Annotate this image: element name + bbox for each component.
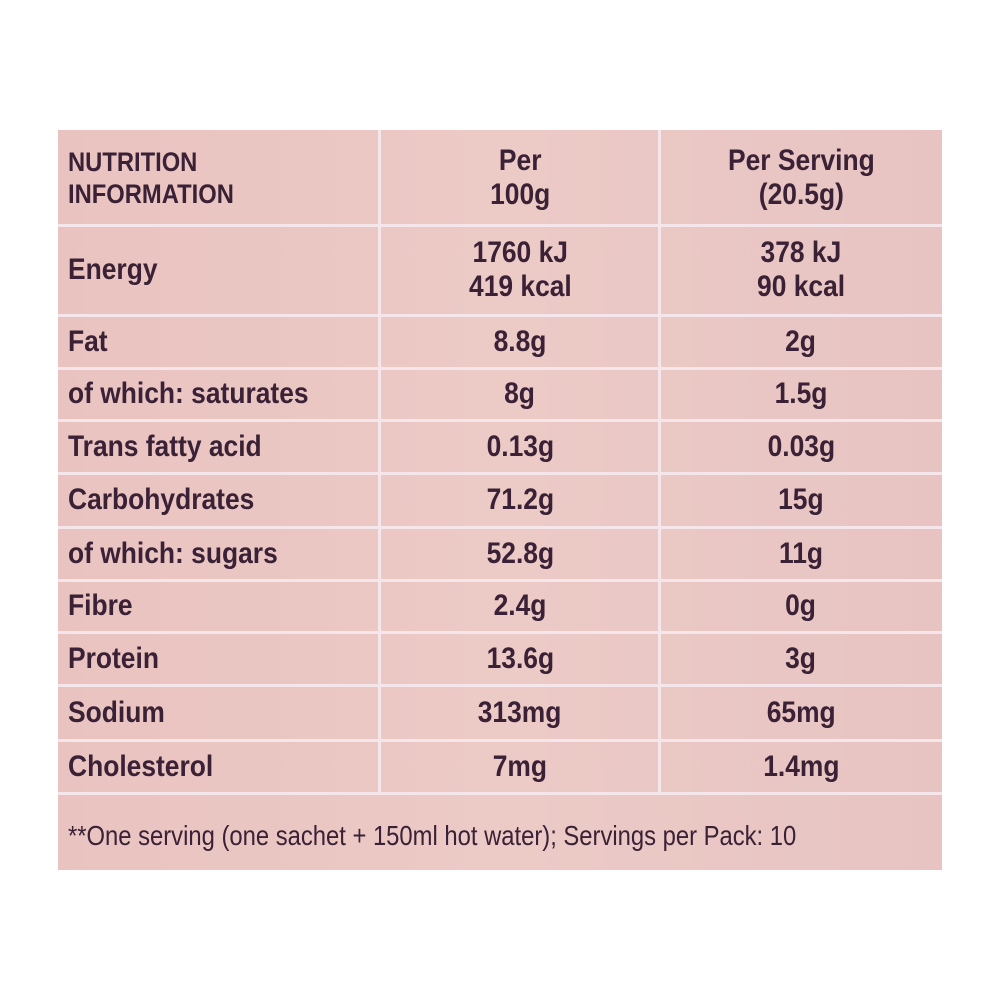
table-cell: 7mg xyxy=(380,740,660,793)
table-cell: 8g xyxy=(380,368,660,420)
cell-text: 1.5g xyxy=(774,377,828,410)
cell-text: 2g xyxy=(785,324,817,358)
cell-text: 2.4g xyxy=(493,589,547,622)
cell-text: 90 kcal xyxy=(756,270,846,303)
table-cell: of which: saturates xyxy=(68,368,380,420)
table-cell: Energy xyxy=(68,225,380,315)
row-divider xyxy=(58,314,942,317)
row-divider xyxy=(58,792,942,795)
table-cell: 0.03g xyxy=(660,420,942,473)
table-cell: Fibre xyxy=(68,580,380,632)
row-divider xyxy=(58,739,942,742)
row-divider xyxy=(58,526,942,529)
table-cell: 1760 kJ 419 kcal xyxy=(380,225,660,315)
table-cell: 0g xyxy=(660,580,942,632)
cell-text: 65mg xyxy=(766,695,836,729)
cell-text: 8.8g xyxy=(493,324,547,358)
table-cell: Sodium xyxy=(68,685,380,740)
table-cell: 1.5g xyxy=(660,368,942,420)
cell-text: 378 kJ xyxy=(760,236,842,269)
cell-text: 1760 kJ xyxy=(472,236,568,269)
table-cell: 3g xyxy=(660,632,942,685)
cell-text: 0.03g xyxy=(767,429,835,463)
cell-text: 100g xyxy=(489,177,551,211)
cell-text: 11g xyxy=(778,536,824,570)
cell-text: 15g xyxy=(778,483,824,516)
cell-text: 3g xyxy=(785,641,817,675)
table-cell: of which: sugars xyxy=(68,527,380,580)
table-cell: 65mg xyxy=(660,685,942,740)
row-divider xyxy=(58,419,942,422)
cell-text: of which: sugars xyxy=(68,536,278,570)
footnote: **One serving (one sachet + 150ml hot wa… xyxy=(68,820,797,851)
row-divider xyxy=(58,579,942,582)
cell-text: Sodium xyxy=(68,695,165,729)
table-cell: 0.13g xyxy=(380,420,660,473)
header-cell: Per 100g xyxy=(380,130,660,225)
row-divider xyxy=(58,367,942,370)
cell-text: Per xyxy=(498,143,542,177)
cell-text: Energy xyxy=(68,253,158,286)
table-cell: 2.4g xyxy=(380,580,660,632)
cell-text: Cholesterol xyxy=(68,749,214,783)
table-cell: 1.4mg xyxy=(660,740,942,793)
row-divider xyxy=(58,224,942,227)
cell-text: 8g xyxy=(504,377,536,410)
cell-text: 0g xyxy=(785,589,817,622)
cell-text: Per Serving xyxy=(727,143,875,177)
row-divider xyxy=(58,472,942,475)
table-cell: 13.6g xyxy=(380,632,660,685)
table-cell: Carbohydrates xyxy=(68,473,380,527)
cell-text: NUTRITION xyxy=(68,146,198,177)
table-cell: 52.8g xyxy=(380,527,660,580)
table-cell: 11g xyxy=(660,527,942,580)
table-cell: 313mg xyxy=(380,685,660,740)
column-divider xyxy=(658,130,661,793)
cell-text: Fat xyxy=(68,324,108,358)
cell-text: of which: saturates xyxy=(68,377,309,410)
cell-text: 71.2g xyxy=(486,483,554,516)
cell-text: 7mg xyxy=(492,749,548,783)
cell-text: 52.8g xyxy=(486,536,554,570)
row-divider xyxy=(58,684,942,687)
cell-text: 313mg xyxy=(478,695,562,729)
table-cell: Trans fatty acid xyxy=(68,420,380,473)
header-cell: NUTRITION INFORMATION xyxy=(68,130,380,225)
cell-text: 0.13g xyxy=(486,429,554,463)
column-divider xyxy=(378,130,381,793)
table-cell: Cholesterol xyxy=(68,740,380,793)
table-cell: Fat xyxy=(68,315,380,368)
table-cell: 8.8g xyxy=(380,315,660,368)
header-cell: Per Serving (20.5g) xyxy=(660,130,942,225)
cell-text: Protein xyxy=(68,641,159,675)
table-cell: 15g xyxy=(660,473,942,527)
cell-text: Fibre xyxy=(68,589,133,622)
cell-text: (20.5g) xyxy=(758,177,844,211)
cell-text: Carbohydrates xyxy=(68,483,255,516)
nutrition-panel xyxy=(58,130,942,870)
table-cell: Protein xyxy=(68,632,380,685)
cell-text: 419 kcal xyxy=(468,270,572,303)
cell-text: 13.6g xyxy=(486,641,554,675)
row-divider xyxy=(58,631,942,634)
cell-text: 1.4mg xyxy=(762,749,840,783)
cell-text: Trans fatty acid xyxy=(68,429,262,463)
table-cell: 2g xyxy=(660,315,942,368)
cell-text: INFORMATION xyxy=(68,178,234,209)
table-cell: 71.2g xyxy=(380,473,660,527)
table-cell: 378 kJ 90 kcal xyxy=(660,225,942,315)
